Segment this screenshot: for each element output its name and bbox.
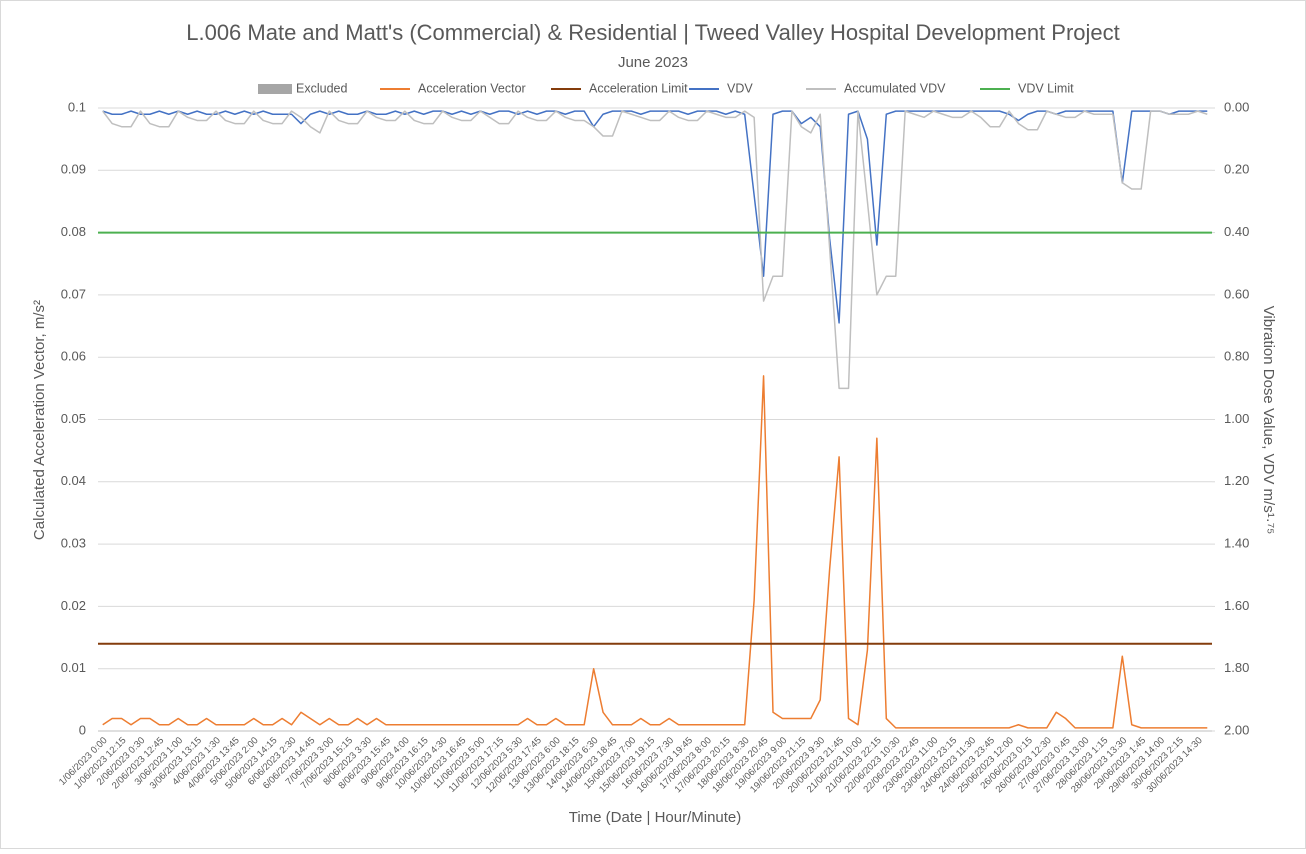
legend-label: Excluded	[296, 81, 347, 95]
legend-label: VDV	[727, 81, 753, 95]
y2-tick-label: 0.00	[1224, 99, 1249, 114]
y-tick-label: 0.03	[61, 536, 86, 551]
series-line	[102, 110, 1208, 324]
series-line	[102, 110, 1208, 390]
y-tick-label: 0.06	[61, 349, 86, 364]
y-tick-label: 0.05	[61, 411, 86, 426]
y-tick-label: 0.01	[61, 660, 86, 675]
y2-tick-label: 2.00	[1224, 722, 1249, 737]
y-tick-label: 0.09	[61, 162, 86, 177]
y2-tick-label: 1.20	[1224, 473, 1249, 488]
y2-tick-label: 0.80	[1224, 349, 1249, 364]
legend-label: Acceleration Vector	[418, 81, 526, 95]
y2-tick-label: 1.60	[1224, 598, 1249, 613]
y-tick-label: 0.07	[61, 286, 86, 301]
legend-swatch	[258, 84, 292, 94]
y-tick-label: 0.1	[68, 99, 86, 114]
legend-label: VDV Limit	[1018, 81, 1074, 95]
y2-tick-label: 0.60	[1224, 286, 1249, 301]
chart-subtitle: June 2023	[618, 54, 688, 71]
legend-label: Accumulated VDV	[844, 81, 946, 95]
y2-tick-label: 1.00	[1224, 411, 1249, 426]
y2-axis-title: Vibration Dose Value, VDV m/s¹·⁷⁵	[1260, 306, 1277, 535]
x-axis-title: Time (Date | Hour/Minute)	[569, 809, 742, 826]
legend-label: Acceleration Limit	[589, 81, 688, 95]
y-axis-title: Calculated Acceleration Vector, m/s²	[31, 300, 48, 540]
y-tick-label: 0.08	[61, 224, 86, 239]
y-tick-label: 0.02	[61, 598, 86, 613]
y-tick-label: 0.04	[61, 473, 86, 488]
series-line	[102, 375, 1208, 729]
chart-title: L.006 Mate and Matt's (Commercial) & Res…	[186, 20, 1120, 45]
y2-tick-label: 0.20	[1224, 162, 1249, 177]
y-tick-label: 0	[79, 722, 86, 737]
y2-tick-label: 1.40	[1224, 536, 1249, 551]
y2-tick-label: 1.80	[1224, 660, 1249, 675]
y2-tick-label: 0.40	[1224, 224, 1249, 239]
